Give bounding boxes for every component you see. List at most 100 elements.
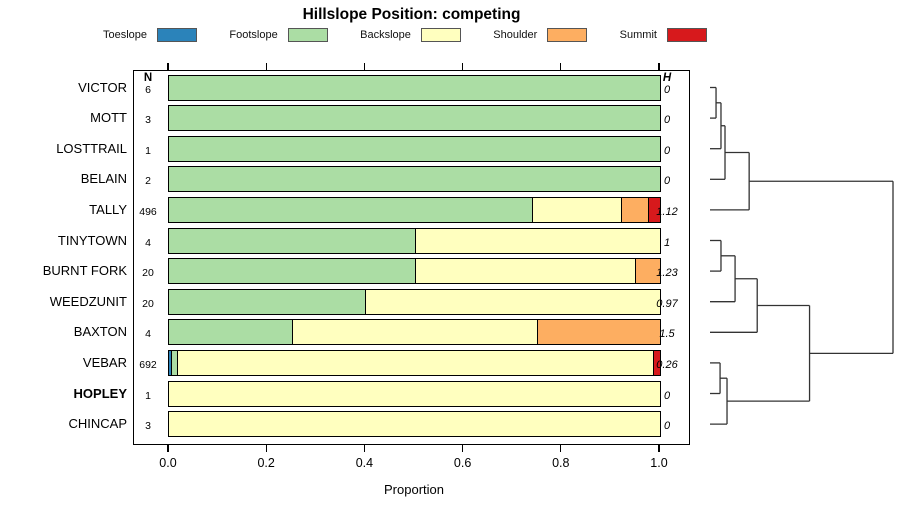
n-value: 1 [145, 389, 151, 402]
bar-segment-footslope [169, 289, 366, 314]
bar-segment-backslope [291, 320, 538, 345]
bar-segment-backslope [414, 259, 636, 284]
x-axis-tick [560, 63, 562, 70]
bar-segment-backslope [177, 350, 653, 375]
h-value: 1.23 [656, 267, 678, 280]
y-axis-label-tally: TALLY [89, 201, 127, 217]
y-axis-label-mott: MOTT [90, 110, 127, 126]
bar-segment-footslope [169, 136, 660, 161]
x-axis-tick [658, 445, 660, 452]
bar-segment-shoulder [537, 320, 660, 345]
x-axis-tick-label: 0.6 [453, 456, 472, 470]
bar-segment-footslope [169, 320, 292, 345]
bar-segment-backslope [169, 381, 660, 406]
h-value: 0 [663, 144, 671, 157]
x-axis-tick [462, 63, 464, 70]
h-column-header: H [662, 72, 672, 84]
n-value: 20 [142, 267, 154, 280]
x-axis-tick [167, 63, 169, 70]
n-value: 4 [145, 328, 151, 341]
n-value: 6 [145, 83, 151, 96]
x-axis-tick [363, 445, 366, 452]
bar-segment-footslope [169, 259, 415, 284]
legend-item-shoulder: Shoulder [493, 28, 588, 42]
h-value: 0 [663, 83, 671, 96]
stacked-bar-losttrail [168, 135, 661, 162]
legend-swatch-shoulder [547, 28, 588, 42]
h-value: 1.5 [659, 328, 675, 341]
bar-segment-backslope [532, 197, 621, 222]
bar-segment-summit [647, 197, 660, 222]
y-axis-label-chincap: CHINCAP [68, 416, 127, 432]
bar-segment-toeslope [169, 350, 171, 375]
stacked-bar-burnt-fork [168, 258, 661, 285]
n-value: 692 [139, 358, 157, 371]
stacked-bar-tinytown [168, 227, 661, 254]
bar-segment-footslope [169, 75, 660, 100]
legend-label: Shoulder [493, 29, 538, 41]
x-axis-tick-label: 1.0 [650, 456, 668, 470]
h-value: 0 [663, 420, 671, 433]
bar-segment-backslope [365, 289, 660, 314]
bar-segment-shoulder [620, 197, 648, 222]
stacked-bar-chincap [168, 411, 661, 438]
legend-label: Toeslope [103, 29, 148, 41]
y-axis-label-losttrail: LOSTTRAIL [56, 140, 127, 156]
legend-label: Backslope [360, 29, 411, 41]
n-value: 3 [145, 420, 151, 433]
n-value: 20 [142, 297, 154, 310]
bar-segment-footslope [169, 106, 660, 131]
stacked-bar-victor [168, 74, 661, 101]
x-axis-tick [363, 63, 366, 70]
x-axis-tick-label: 0.0 [159, 456, 177, 470]
legend-swatch-toeslope [157, 28, 198, 42]
h-value: 0 [663, 175, 671, 188]
legend-item-toeslope: Toeslope [103, 28, 198, 42]
legend-label: Footslope [229, 29, 278, 41]
bar-segment-backslope [414, 228, 660, 253]
legend-swatch-footslope [287, 28, 328, 42]
x-axis-tick-label: 0.8 [552, 456, 570, 470]
stacked-bar-hopley [168, 380, 661, 407]
h-value: 0 [663, 114, 671, 127]
h-value: 0.97 [656, 297, 678, 310]
stacked-bar-tally [168, 196, 661, 223]
x-axis-tick [462, 445, 464, 452]
bar-segment-footslope [169, 167, 660, 192]
stacked-bar-mott [168, 105, 661, 132]
legend: Toeslope Footslope Backslope Shoulder Summit [103, 26, 707, 44]
legend-item-backslope: Backslope [360, 28, 461, 42]
legend-swatch-backslope [420, 28, 461, 42]
n-column-header: N [143, 72, 153, 84]
legend-item-summit: Summit [620, 28, 707, 42]
y-axis-label-belain: BELAIN [80, 171, 127, 187]
x-axis-tick [658, 63, 660, 70]
bar-segment-footslope [170, 350, 178, 375]
y-axis-label-victor: VICTOR [78, 79, 127, 95]
bar-segment-backslope [169, 412, 660, 437]
bar-segment-footslope [169, 228, 415, 253]
x-axis-tick-label: 0.4 [355, 456, 374, 470]
y-axis-label-vebar: VEBAR [82, 354, 127, 370]
n-value: 4 [145, 236, 151, 249]
n-value: 1 [145, 144, 151, 157]
legend-label: Summit [619, 29, 657, 41]
bar-segment-shoulder [635, 259, 660, 284]
bar-segment-summit [652, 350, 660, 375]
h-value: 1.12 [656, 205, 678, 218]
chart-title: Hillslope Position: competing [302, 6, 521, 23]
x-axis-tick [265, 63, 267, 70]
h-value: 0 [663, 389, 671, 402]
plot-box [133, 70, 690, 445]
y-axis-label-weedzunit: WEEDZUNIT [49, 293, 127, 309]
y-axis-label-tinytown: TINYTOWN [57, 232, 127, 248]
x-axis-tick [560, 445, 562, 452]
x-axis-tick [167, 445, 169, 452]
bar-segment-footslope [169, 197, 533, 222]
stacked-bar-belain [168, 166, 661, 193]
h-value: 0.26 [656, 358, 678, 371]
n-value: 3 [145, 114, 151, 127]
h-value: 1 [663, 236, 671, 249]
y-axis-label-hopley: HOPLEY [73, 385, 127, 401]
y-axis-label-burnt-fork: BURNT FORK [42, 263, 127, 279]
